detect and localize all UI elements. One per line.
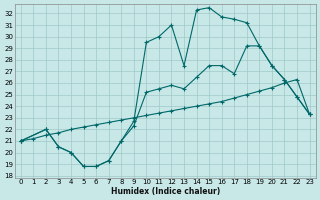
X-axis label: Humidex (Indice chaleur): Humidex (Indice chaleur) [111, 187, 220, 196]
